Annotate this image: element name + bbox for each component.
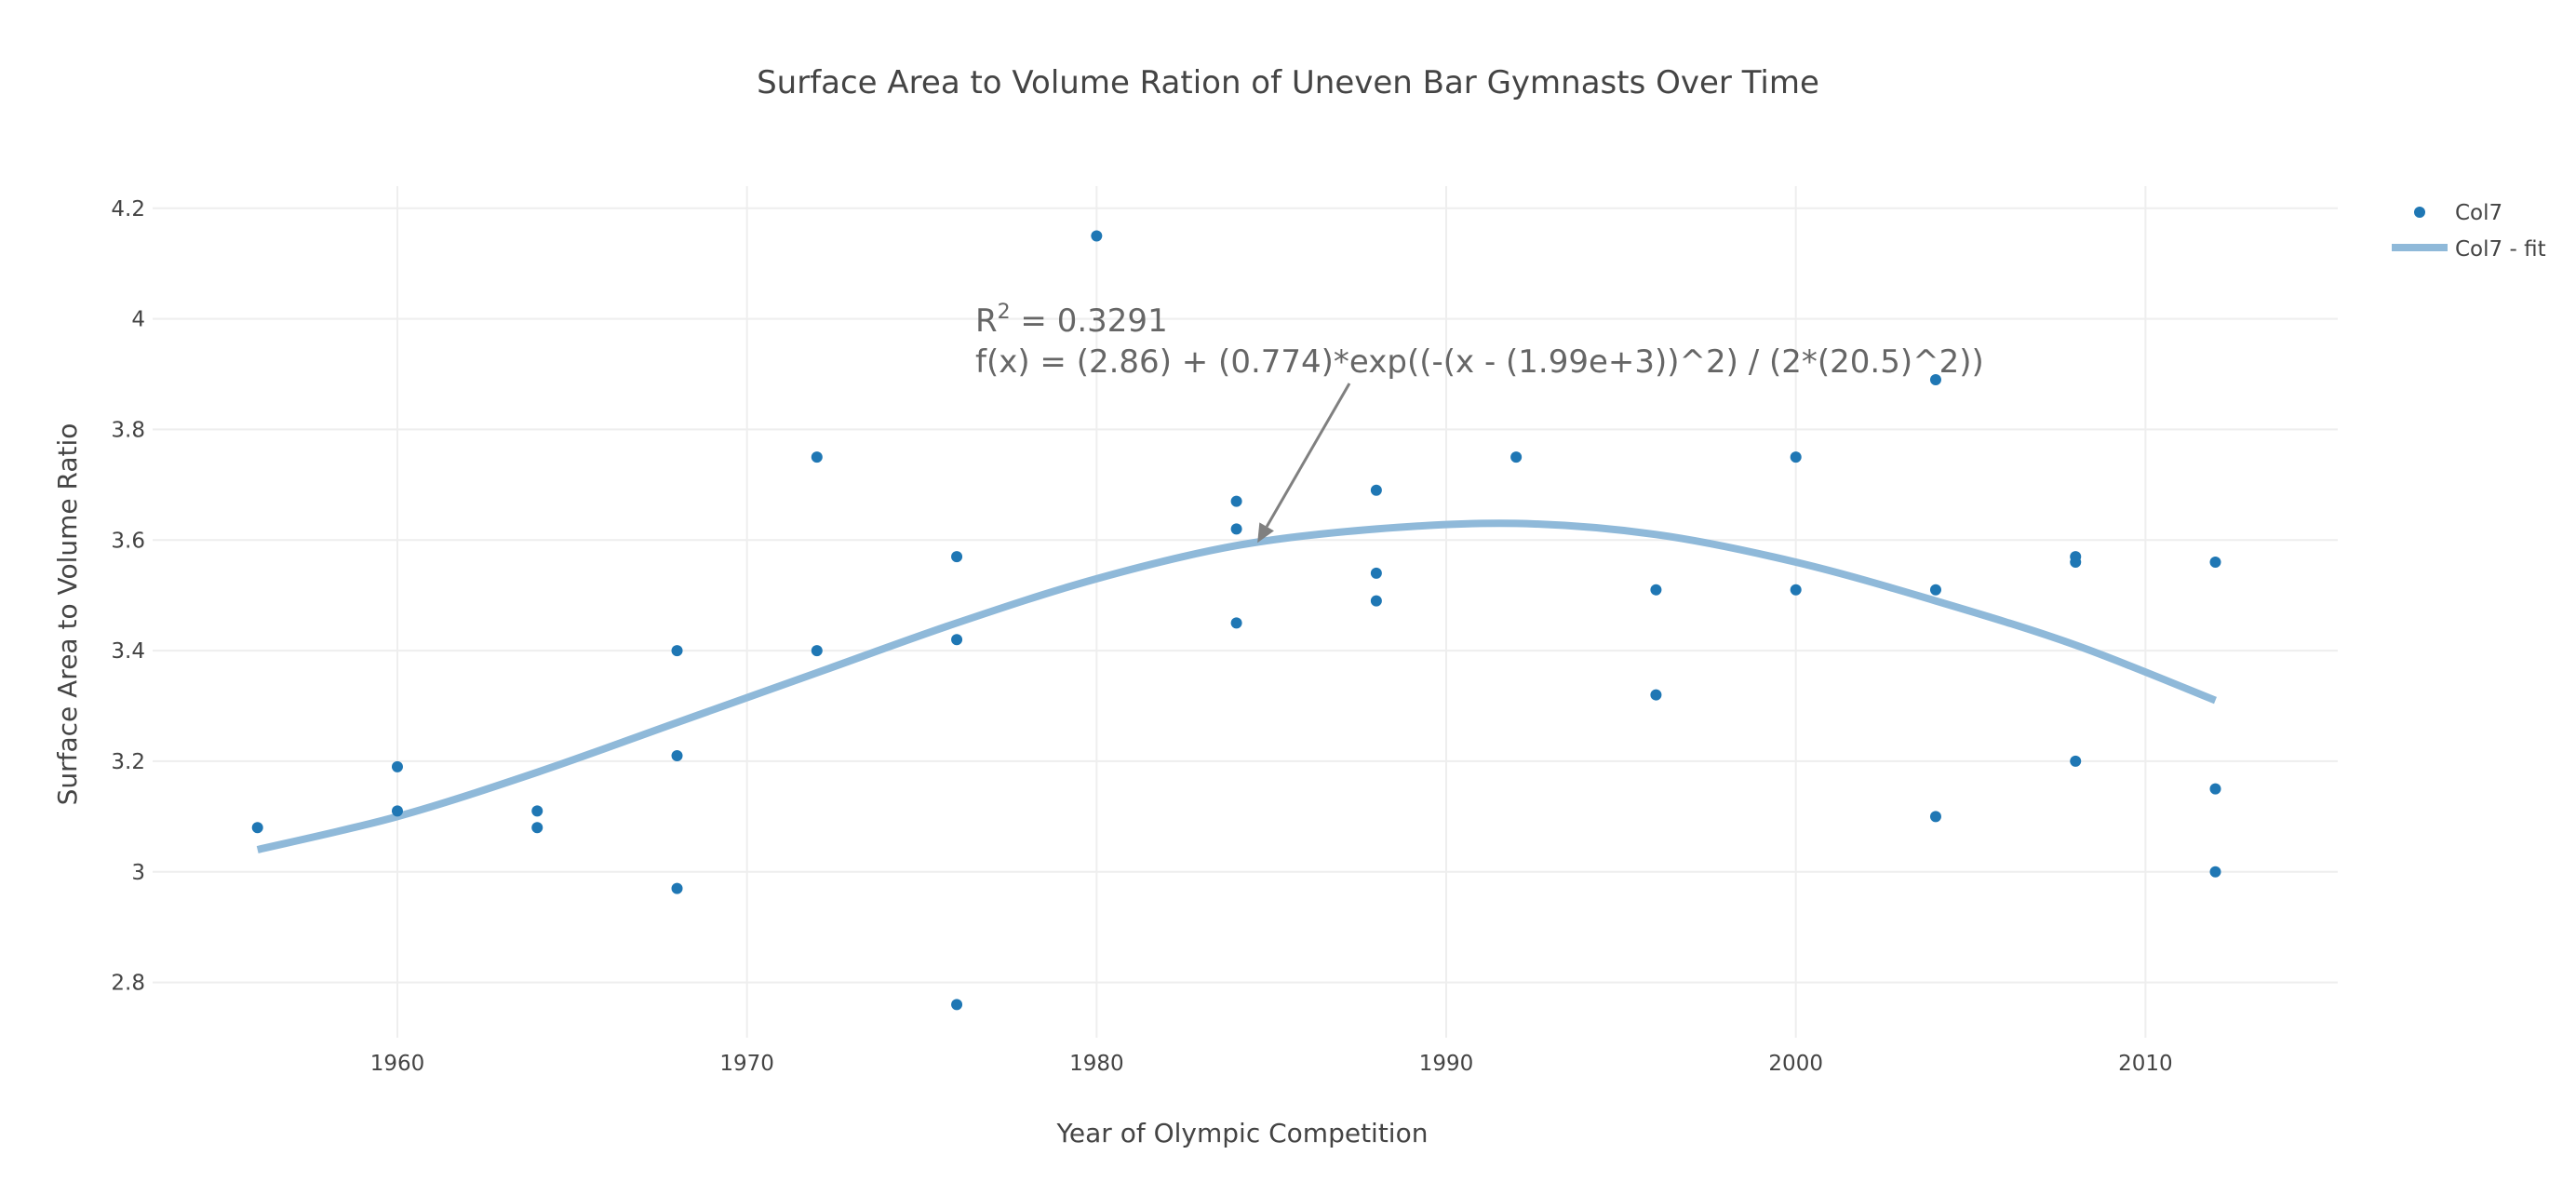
x-axis-ticks: 1960 1970 1980 1990 2000 2010 bbox=[370, 1052, 2173, 1076]
data-point bbox=[1370, 567, 1382, 579]
grid-lines bbox=[153, 186, 2338, 1038]
data-point bbox=[251, 822, 263, 834]
data-point bbox=[1370, 484, 1382, 496]
legend: Col7 Col7 - fit bbox=[2392, 201, 2546, 262]
data-point bbox=[391, 760, 403, 772]
fit-series bbox=[256, 519, 2217, 853]
data-point bbox=[391, 805, 403, 817]
y-axis-ticks: 2.8 3 3.2 3.4 3.6 3.8 4 4.2 bbox=[111, 197, 145, 996]
x-tick-label: 1990 bbox=[1419, 1052, 1474, 1076]
x-tick-label: 1960 bbox=[370, 1052, 425, 1076]
y-tick-label: 4.2 bbox=[111, 197, 145, 222]
y-axis-title: Surface Area to Volume Ratio bbox=[52, 423, 83, 806]
x-axis-title: Year of Olympic Competition bbox=[1056, 1118, 1429, 1148]
data-point bbox=[2209, 866, 2221, 878]
r-squared-label: R2 = 0.3291 bbox=[975, 301, 1168, 340]
data-point bbox=[951, 551, 963, 563]
data-point bbox=[951, 999, 963, 1011]
fit-annotation: R2 = 0.3291 f(x) = (2.86) + (0.774)*exp(… bbox=[975, 301, 1984, 544]
data-point bbox=[1929, 373, 1941, 385]
y-tick-label: 3.2 bbox=[111, 750, 145, 774]
data-point bbox=[1650, 584, 1662, 596]
data-point bbox=[2209, 783, 2221, 795]
data-point bbox=[1091, 230, 1103, 242]
x-tick-label: 1980 bbox=[1069, 1052, 1124, 1076]
y-tick-label: 3.8 bbox=[111, 418, 145, 442]
data-point bbox=[1230, 617, 1242, 629]
legend-label-col7: Col7 bbox=[2455, 201, 2502, 225]
data-point bbox=[2209, 557, 2221, 569]
data-point bbox=[2070, 755, 2082, 767]
fit-line bbox=[256, 519, 2217, 853]
data-point bbox=[671, 645, 683, 657]
y-tick-label: 3.6 bbox=[111, 529, 145, 553]
data-point bbox=[1230, 523, 1242, 535]
data-point bbox=[671, 749, 683, 761]
data-point bbox=[1510, 451, 1523, 463]
x-tick-label: 2010 bbox=[2118, 1052, 2173, 1076]
data-point bbox=[531, 805, 543, 817]
x-tick-label: 2000 bbox=[1768, 1052, 1823, 1076]
data-point bbox=[1790, 451, 1802, 463]
legend-marker-col7 bbox=[2414, 207, 2425, 218]
y-tick-label: 3.4 bbox=[111, 639, 145, 664]
x-tick-label: 1970 bbox=[719, 1052, 774, 1076]
y-tick-label: 3 bbox=[131, 861, 145, 885]
data-point bbox=[671, 882, 683, 894]
data-point bbox=[1370, 595, 1382, 607]
data-point bbox=[1230, 495, 1242, 507]
fit-formula: f(x) = (2.86) + (0.774)*exp((-(x - (1.99… bbox=[975, 343, 1984, 381]
data-point bbox=[951, 634, 963, 646]
data-point bbox=[1929, 584, 1941, 596]
data-point bbox=[1929, 811, 1941, 823]
annotation-arrow-head bbox=[1257, 522, 1274, 544]
scatter-series bbox=[251, 230, 2221, 1011]
data-point bbox=[811, 451, 823, 463]
y-tick-label: 2.8 bbox=[111, 972, 145, 996]
data-point bbox=[2070, 557, 2082, 569]
data-point bbox=[811, 645, 823, 657]
y-tick-label: 4 bbox=[131, 308, 145, 332]
data-point bbox=[531, 822, 543, 834]
annotation-arrow bbox=[1265, 383, 1351, 528]
data-point bbox=[1650, 689, 1662, 701]
data-point bbox=[1790, 584, 1802, 596]
legend-label-fit: Col7 - fit bbox=[2455, 237, 2546, 262]
chart-title: Surface Area to Volume Ration of Uneven … bbox=[757, 64, 1819, 101]
